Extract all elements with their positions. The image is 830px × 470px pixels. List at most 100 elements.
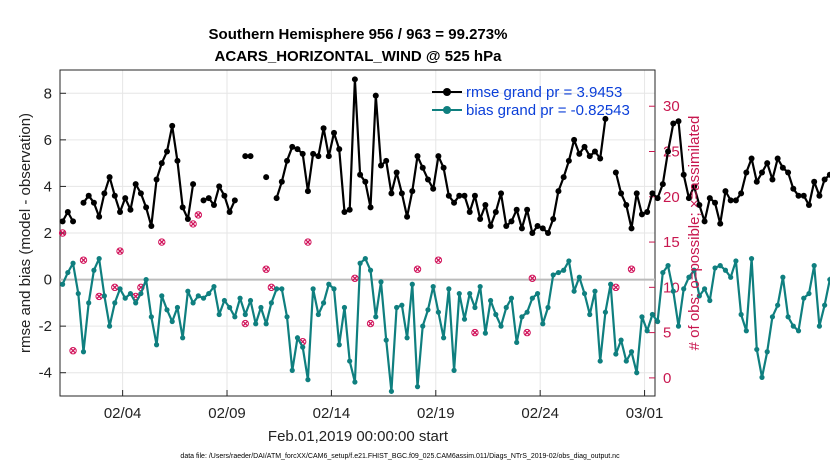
rmse-point: [633, 190, 640, 197]
bias-point: [806, 290, 812, 297]
y-axis-label: rmse and bias (model - observation): [17, 113, 34, 353]
bias-point: [315, 311, 321, 318]
x-tick-label: 02/24: [521, 405, 559, 422]
bias-point: [623, 358, 629, 364]
rmse-point: [482, 202, 489, 209]
bias-point: [383, 337, 389, 343]
rmse-point: [435, 153, 442, 160]
bias-point: [143, 276, 149, 283]
rmse-point: [732, 197, 739, 204]
bias-point: [106, 323, 113, 329]
bias-point: [80, 349, 87, 355]
rmse-point: [644, 209, 651, 216]
y2-tick-label: 30: [663, 98, 680, 115]
obs-possible-marker: [471, 328, 479, 337]
bias-point: [608, 281, 614, 287]
rmse-point: [456, 192, 463, 199]
obs-assimilated-marker: [70, 347, 77, 354]
bias-point: [221, 297, 228, 304]
bias-point: [394, 304, 400, 311]
rmse-point: [143, 204, 150, 211]
bias-point: [367, 267, 374, 273]
rmse-point: [471, 192, 478, 199]
bias-point: [263, 321, 269, 327]
rmse-point: [560, 174, 567, 181]
bias-point: [696, 293, 702, 299]
bias-point: [352, 379, 358, 385]
rmse-point: [816, 192, 823, 199]
bias-point: [493, 311, 499, 318]
bias-point: [404, 335, 410, 341]
rmse-point: [586, 153, 593, 160]
bias-point: [472, 304, 478, 311]
bias-point: [550, 272, 556, 278]
rmse-point: [685, 195, 692, 202]
bias-point: [117, 286, 123, 292]
obs-possible-marker: [194, 211, 203, 219]
rmse-point: [597, 155, 604, 162]
rmse-point: [503, 223, 510, 230]
y2-tick-label: 20: [663, 189, 680, 206]
rmse-point: [336, 146, 343, 153]
bias-point: [195, 293, 201, 299]
bias-point: [420, 323, 426, 329]
rmse-point: [591, 148, 598, 155]
x-tick-label: 02/09: [208, 405, 246, 422]
rmse-point: [242, 153, 249, 160]
rmse-point: [654, 195, 661, 202]
bias-point: [112, 300, 118, 306]
rmse-point: [190, 181, 197, 188]
bias-point: [409, 281, 415, 287]
obs-assimilated-marker: [471, 329, 478, 336]
y2-axis-label: # of obs: o=possible; ×=assimilated: [686, 116, 703, 351]
x-axis-label: Feb.01,2019 00:00:00 start: [268, 428, 449, 445]
rmse-point: [346, 206, 353, 213]
bias-point: [581, 290, 588, 297]
rmse-point: [565, 157, 572, 164]
bias-point: [686, 274, 692, 280]
rmse-point: [90, 199, 97, 206]
rmse-point: [696, 202, 703, 209]
rmse-point: [174, 157, 181, 164]
rmse-point: [64, 209, 71, 216]
rmse-point: [117, 209, 124, 216]
rmse-point: [315, 153, 322, 160]
bias-point: [681, 286, 687, 292]
rmse-point: [96, 213, 103, 220]
rmse-point: [263, 174, 270, 181]
obs-assimilated-marker: [195, 211, 202, 218]
rmse-point: [310, 150, 317, 157]
y-axis-ticks: -4 -2 0 2 4 6 8: [39, 85, 66, 382]
rmse-point: [795, 192, 802, 199]
bias-point: [566, 258, 572, 264]
bias-point: [456, 290, 462, 297]
bias-point: [435, 309, 441, 315]
chart-title: Southern Hemisphere 956 / 963 = 99.273%: [209, 26, 508, 43]
rmse-point: [424, 176, 431, 183]
rmse-point: [779, 164, 786, 171]
rmse-point: [284, 157, 291, 164]
bias-point: [320, 300, 327, 306]
legend-rmse-label: rmse grand pr = 3.9453: [466, 84, 622, 101]
rmse-point: [210, 202, 217, 209]
bias-point: [96, 256, 102, 262]
bias-point: [268, 300, 274, 306]
rmse-point: [163, 148, 170, 155]
rmse-point: [388, 190, 395, 197]
rmse-point: [529, 230, 536, 236]
bias-point: [670, 288, 676, 294]
x-tick-label: 02/04: [104, 405, 142, 422]
obs-possible-marker: [434, 256, 443, 264]
obs-possible-marker: [366, 319, 375, 328]
rmse-point: [404, 213, 411, 220]
rmse-point: [805, 202, 812, 209]
bias-point: [258, 304, 264, 311]
bias-point: [247, 297, 254, 304]
rmse-point: [59, 218, 66, 225]
obs-possible-marker: [69, 347, 77, 355]
rmse-point: [706, 195, 713, 202]
bias-point: [759, 374, 765, 380]
rmse-point: [571, 136, 578, 143]
rmse-point: [539, 225, 546, 232]
